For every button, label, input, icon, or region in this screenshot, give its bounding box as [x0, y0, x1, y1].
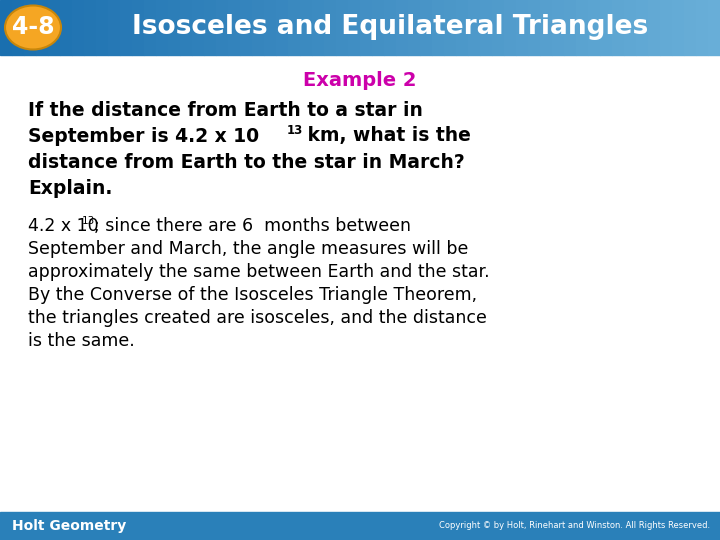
Text: is the same.: is the same.	[28, 332, 135, 350]
Bar	[456, 0, 468, 55]
Bar	[96, 0, 108, 55]
Bar	[384, 0, 396, 55]
Bar	[444, 0, 456, 55]
Bar	[360, 0, 372, 55]
Bar	[552, 0, 564, 55]
Bar	[192, 0, 204, 55]
Bar	[132, 0, 144, 55]
Bar	[84, 0, 96, 55]
Text: Holt Geometry: Holt Geometry	[12, 519, 126, 533]
Bar	[24, 0, 36, 55]
Text: ; since there are 6  months between: ; since there are 6 months between	[94, 217, 411, 235]
Bar	[204, 0, 216, 55]
Bar	[540, 0, 552, 55]
Bar	[708, 0, 720, 55]
Text: 4-8: 4-8	[12, 16, 54, 39]
Text: 13: 13	[82, 216, 95, 226]
Bar	[432, 0, 444, 55]
Bar	[240, 0, 252, 55]
Bar	[276, 0, 288, 55]
Text: Explain.: Explain.	[28, 179, 112, 198]
Bar	[0, 512, 720, 540]
Bar	[108, 0, 120, 55]
Bar	[636, 0, 648, 55]
Bar	[180, 0, 192, 55]
Text: approximately the same between Earth and the star.: approximately the same between Earth and…	[28, 263, 490, 281]
Bar	[12, 0, 24, 55]
Bar	[468, 0, 480, 55]
Bar	[372, 0, 384, 55]
Bar	[588, 0, 600, 55]
Bar	[576, 0, 588, 55]
Bar	[300, 0, 312, 55]
Bar	[264, 0, 276, 55]
Text: 4.2 x 10: 4.2 x 10	[28, 217, 99, 235]
Text: September is 4.2 x 10: September is 4.2 x 10	[28, 126, 259, 145]
Text: Copyright © by Holt, Rinehart and Winston. All Rights Reserved.: Copyright © by Holt, Rinehart and Winsto…	[439, 522, 710, 530]
Bar	[408, 0, 420, 55]
Text: km, what is the: km, what is the	[301, 126, 471, 145]
Bar	[336, 0, 348, 55]
Ellipse shape	[5, 5, 61, 50]
Bar	[288, 0, 300, 55]
Bar	[648, 0, 660, 55]
Bar	[348, 0, 360, 55]
Bar	[0, 0, 12, 55]
Bar	[48, 0, 60, 55]
Bar	[684, 0, 696, 55]
Bar	[324, 0, 336, 55]
Bar	[420, 0, 432, 55]
Bar	[516, 0, 528, 55]
Bar	[504, 0, 516, 55]
Bar	[312, 0, 324, 55]
Bar	[396, 0, 408, 55]
Bar	[660, 0, 672, 55]
Bar	[600, 0, 612, 55]
Bar	[36, 0, 48, 55]
Bar	[144, 0, 156, 55]
Text: By the Converse of the Isosceles Triangle Theorem,: By the Converse of the Isosceles Triangl…	[28, 286, 477, 304]
Bar	[228, 0, 240, 55]
Bar	[672, 0, 684, 55]
Text: Example 2: Example 2	[303, 71, 417, 90]
Text: 13: 13	[287, 124, 303, 137]
Bar	[564, 0, 576, 55]
Bar	[696, 0, 708, 55]
Bar	[60, 0, 72, 55]
Bar	[120, 0, 132, 55]
Bar	[624, 0, 636, 55]
Text: distance from Earth to the star in March?: distance from Earth to the star in March…	[28, 152, 464, 172]
Bar	[612, 0, 624, 55]
Bar	[216, 0, 228, 55]
Bar	[528, 0, 540, 55]
Bar	[492, 0, 504, 55]
Bar	[156, 0, 168, 55]
Bar	[480, 0, 492, 55]
Text: the triangles created are isosceles, and the distance: the triangles created are isosceles, and…	[28, 309, 487, 327]
Bar	[252, 0, 264, 55]
Text: Isosceles and Equilateral Triangles: Isosceles and Equilateral Triangles	[132, 15, 648, 40]
Text: If the distance from Earth to a star in: If the distance from Earth to a star in	[28, 100, 423, 119]
Text: September and March, the angle measures will be: September and March, the angle measures …	[28, 240, 469, 258]
Bar	[72, 0, 84, 55]
Bar	[168, 0, 180, 55]
